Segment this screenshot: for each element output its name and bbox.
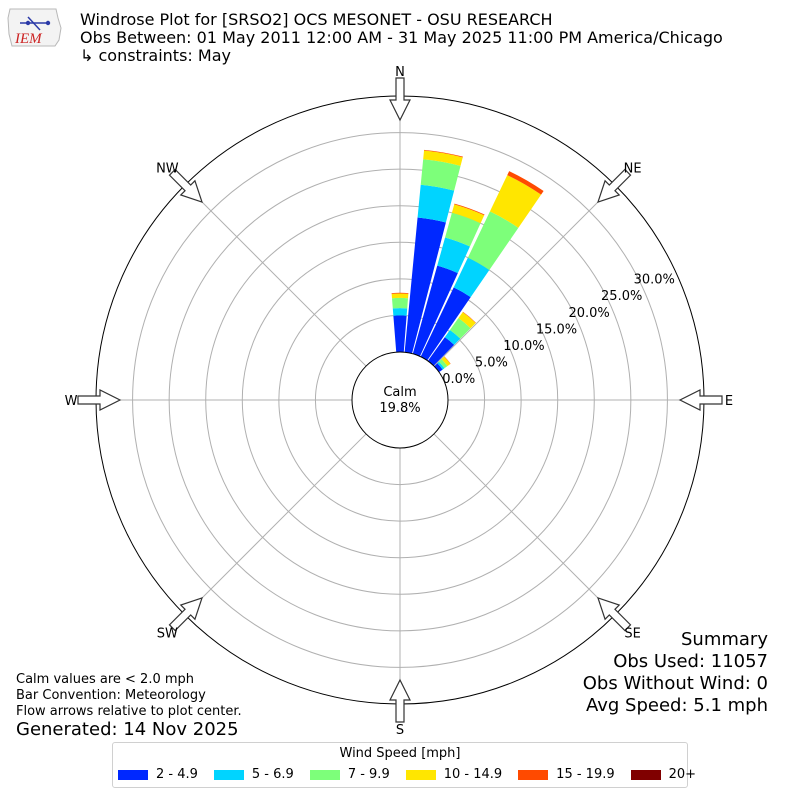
chart-subtitle-constraints: ↳ constraints: May [80,46,231,65]
legend-label: 10 - 14.9 [443,767,503,782]
direction-label-nw: NW [156,161,179,176]
note-flow-arrows: Flow arrows relative to plot center. [16,704,242,719]
summary-heading: Summary [681,629,768,650]
flow-arrow-n [389,77,411,122]
bar-40deg-bin-2 [449,318,471,339]
legend-swatch [518,769,549,780]
summary-obs-used: Obs Used: 11057 [613,651,768,672]
direction-label-se: SE [624,627,640,642]
direction-label-ne: NE [624,161,642,176]
legend-item: 5 - 6.9 [213,767,294,782]
bar-30deg-bin-4 [507,171,544,195]
flow-arrow-w [77,389,122,411]
flow-arrow-nw [168,168,203,203]
grid-spoke-se [433,433,616,616]
direction-label-n: N [395,65,405,80]
bar-40deg-bin-1 [444,329,461,345]
bar-50deg-bin-3 [441,356,451,367]
legend-title: Wind Speed [mph] [339,746,461,761]
iem-logo: IEM [6,6,64,56]
flow-arrow-sw [168,597,203,632]
bar-40deg-bin-4 [462,311,476,323]
note-bar-convention: Bar Convention: Meteorology [16,688,206,703]
legend-label: 7 - 9.9 [347,767,390,782]
axis-labels: 0.0%5.0% 10.0% 15.0%20.0% 25.0%30.0% N NE E SE S… [65,65,734,738]
legend-swatch [630,769,661,780]
generated-date: Generated: 14 Nov 2025 [16,719,239,740]
bar-20deg-bin-3 [451,204,485,224]
chart-title: Windrose Plot for [SRSO2] OCS MESONET - … [80,10,553,29]
chart-subtitle-date-range: Obs Between: 01 May 2011 12:00 AM - 31 M… [80,28,723,47]
summary-avg-speed: Avg Speed: 5.1 mph [586,695,768,716]
bar-50deg-bin-0 [434,363,443,373]
note-calm: Calm values are < 2.0 mph [16,672,195,687]
bar-0deg-bin-2 [391,297,409,309]
direction-label-s: S [396,723,404,738]
radial-tick-label: 10.0% [503,339,544,354]
radial-tick-label: 30.0% [634,273,675,288]
bar-20deg-bin-4 [454,203,485,216]
direction-arrows [77,77,723,723]
direction-label-e: E [725,394,733,409]
grid-spoke-nw [184,184,367,367]
bar-10deg-bin-3 [423,150,463,166]
flow-arrow-se [597,597,632,632]
bar-0deg-bin-4 [391,292,409,294]
bar-50deg-bin-1 [437,361,445,370]
bar-20deg-bin-0 [412,265,458,357]
svg-text:IEM: IEM [14,31,43,47]
bar-10deg-bin-2 [420,159,461,191]
summary-obs-without-wind: Obs Without Wind: 0 [582,673,768,694]
legend-swatch [309,769,340,780]
bar-30deg-bin-1 [453,257,490,298]
legend-swatch [213,769,244,780]
legend-item: 7 - 9.9 [309,767,390,782]
legend-item: 2 - 4.9 [118,767,198,782]
legend-label: 20+ [668,767,697,782]
bar-30deg-bin-2 [467,211,519,271]
legend-items: 2 - 4.9 5 - 6.9 7 - 9.9 10 - 14.9 15 - 19.9 2… [118,767,696,782]
direction-label-w: W [65,394,78,409]
radial-tick-label: 20.0% [568,306,609,321]
direction-label-sw: SW [157,627,178,642]
legend: Wind Speed [mph] 2 - 4.9 5 - 6.9 7 - 9.9 10… [112,742,696,788]
calm-value: 19.8% [379,401,420,416]
flow-arrow-s [389,678,411,723]
bar-0deg-bin-3 [391,293,409,299]
bar-20deg-bin-2 [445,212,481,247]
bar-0deg-bin-1 [392,308,408,316]
legend-swatch [405,769,436,780]
flow-arrow-e [678,389,723,411]
bar-10deg-bin-1 [417,184,455,223]
bar-50deg-bin-2 [438,359,448,369]
radial-tick-label: 25.0% [601,289,642,304]
calm-circle [351,351,449,449]
legend-item: 15 - 19.9 [518,767,615,782]
bar-40deg-bin-0 [427,337,455,366]
legend-label: 5 - 6.9 [251,767,294,782]
radial-tick-label: 15.0% [536,322,577,337]
bar-20deg-bin-1 [437,237,470,274]
bar-0deg-bin-0 [393,315,407,353]
radial-tick-label: 5.0% [475,356,508,371]
legend-item: 10 - 14.9 [405,767,503,782]
bar-10deg-bin-4 [424,149,463,158]
bar-10deg-bin-0 [404,217,446,354]
grid-spoke-ne [433,184,616,367]
flow-arrow-ne [597,168,632,203]
legend-label: 15 - 19.9 [556,767,615,782]
radial-tick-label: 0.0% [442,372,475,387]
legend-label: 2 - 4.9 [156,767,198,782]
bar-40deg-bin-3 [458,312,476,329]
grid-spoke-sw [184,433,367,616]
legend-swatch [118,769,148,780]
calm-label: Calm [383,385,416,400]
bar-50deg-bin-4 [444,356,451,365]
windrose-bars [391,149,544,373]
bar-30deg-bin-3 [489,175,542,228]
legend-item: 20+ [630,767,697,782]
bar-30deg-bin-0 [420,287,471,361]
